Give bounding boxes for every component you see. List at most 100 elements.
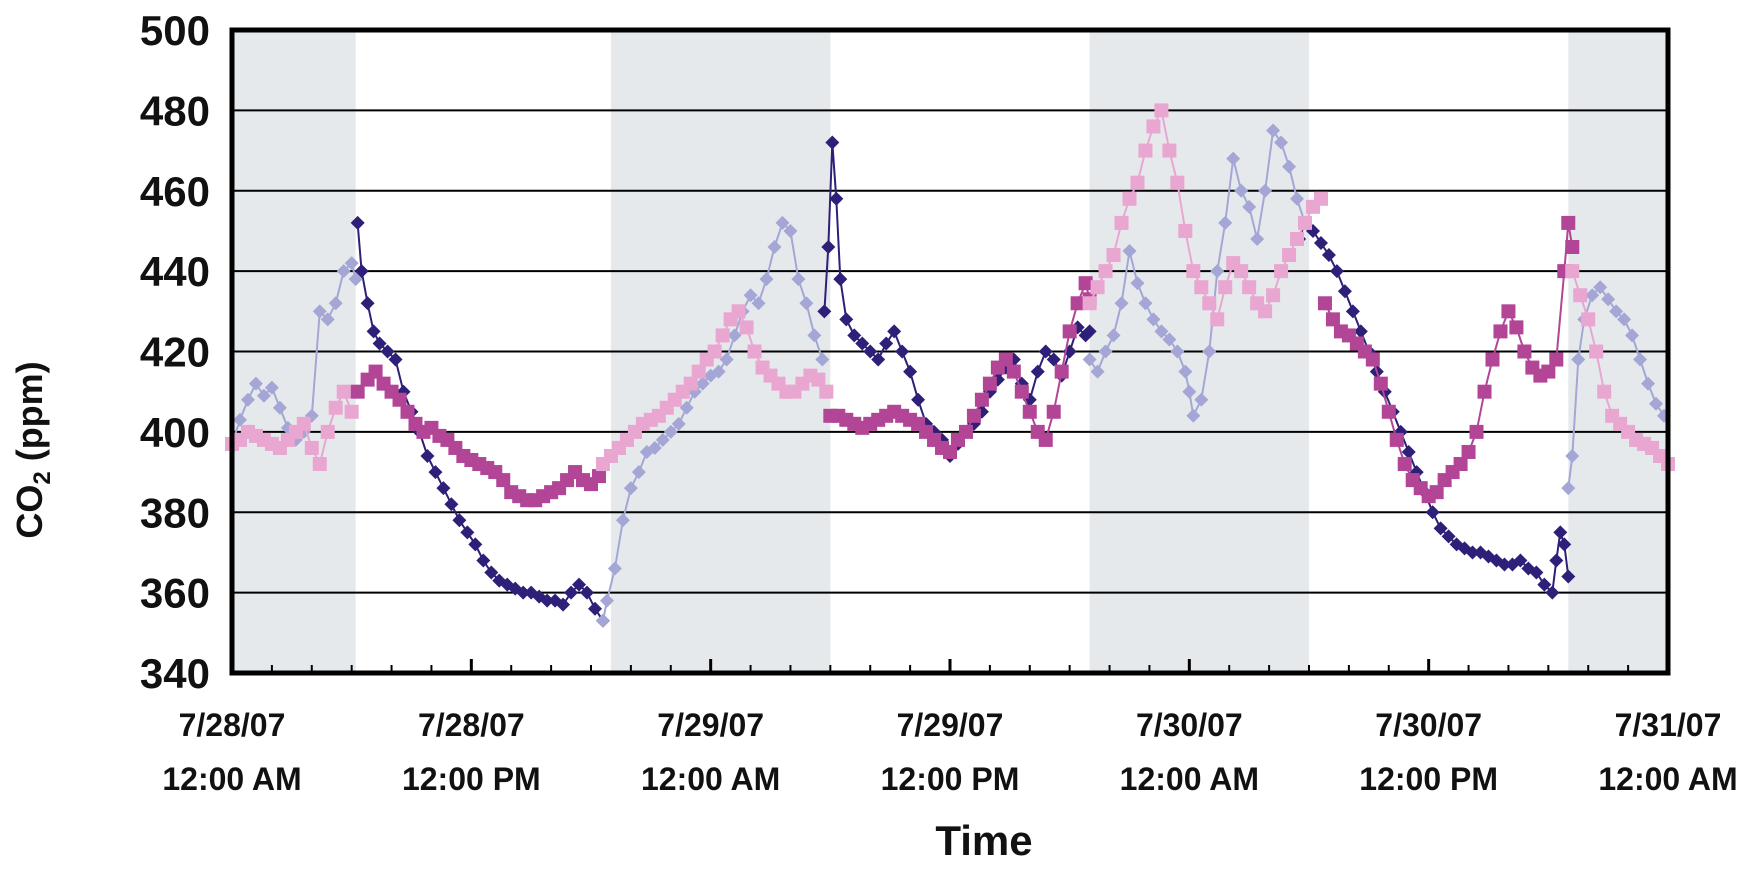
point-light_purple-43 [799, 296, 814, 311]
point-dark_purple-2 [360, 296, 375, 311]
point-dark_purple-10 [420, 448, 435, 463]
point-dark_purple-73 [1313, 235, 1328, 250]
point-dark_purple-31 [587, 601, 602, 616]
point-pink-56 [1170, 175, 1185, 190]
point-dark_purple-18 [484, 565, 499, 580]
point-light_purple-59 [1182, 384, 1197, 399]
point-pink-67 [1258, 304, 1273, 319]
point-magenta-51 [982, 376, 997, 391]
point-magenta-74 [1389, 432, 1404, 447]
point-light_purple-4 [256, 388, 271, 403]
point-pink-77 [1581, 312, 1596, 327]
point-dark_purple-11 [428, 465, 443, 480]
point-dark_purple-45 [895, 344, 910, 359]
point-pink-30 [707, 344, 722, 359]
point-magenta-59 [1046, 404, 1061, 419]
point-dark_purple-101 [1537, 577, 1552, 592]
point-magenta-84 [1469, 424, 1484, 439]
point-pink-27 [683, 376, 698, 391]
point-pink-58 [1186, 264, 1201, 279]
point-pink-64 [1234, 264, 1249, 279]
data-series [225, 103, 1675, 628]
point-light_purple-52 [1130, 276, 1145, 291]
point-pink-12 [320, 424, 335, 439]
point-dark_purple-1 [354, 264, 369, 279]
point-magenta-86 [1485, 352, 1500, 367]
point-light_purple-76 [1565, 448, 1580, 463]
point-pink-61 [1210, 312, 1225, 327]
point-light_purple-33 [719, 352, 734, 367]
y-axis-title-main: CO [9, 485, 50, 539]
point-dark_purple-103 [1549, 553, 1564, 568]
point-pink-43 [811, 372, 826, 387]
point-pink-60 [1202, 296, 1217, 311]
point-light_purple-54 [1146, 312, 1161, 327]
point-light_purple-75 [1561, 481, 1576, 496]
point-pink-52 [1138, 143, 1153, 158]
x-tick-labels: 7/28/07 12:00 AM 7/28/07 12:00 PM 7/29/07 12:… [162, 707, 1737, 797]
point-light_purple-70 [1266, 123, 1281, 138]
point-dark_purple-29 [572, 577, 587, 592]
point-pink-78 [1589, 344, 1604, 359]
point-dark_purple-44 [887, 324, 902, 339]
point-magenta-30 [591, 469, 606, 484]
point-pink-11 [312, 457, 327, 472]
point-light_purple-12 [320, 312, 335, 327]
point-magenta-93 [1541, 364, 1556, 379]
x-tick-label-time-6: 12:00 AM [1598, 761, 1737, 797]
point-light_purple-34 [727, 328, 742, 343]
point-dark_purple-88 [1433, 521, 1448, 536]
point-dark_purple-64 [1046, 352, 1061, 367]
point-light_purple-14 [336, 264, 351, 279]
x-tick-label-date-6: 7/31/07 [1615, 707, 1722, 743]
point-dark_purple-105 [1557, 537, 1572, 552]
point-magenta-58 [1038, 432, 1053, 447]
point-pink-53 [1146, 119, 1161, 134]
point-light_purple-3 [248, 376, 263, 391]
point-magenta-0 [350, 384, 365, 399]
point-light_purple-39 [767, 240, 782, 255]
point-dark_purple-78 [1353, 324, 1368, 339]
point-dark_purple-17 [476, 553, 491, 568]
point-dark_purple-46 [903, 364, 918, 379]
point-light_purple-79 [1585, 288, 1600, 303]
point-pink-44 [819, 384, 834, 399]
point-magenta-72 [1373, 376, 1388, 391]
point-light_purple-19 [607, 561, 622, 576]
point-dark_purple-35 [825, 135, 840, 150]
point-light_purple-16 [348, 272, 363, 287]
point-dark_purple-102 [1545, 585, 1560, 600]
point-pink-31 [715, 328, 730, 343]
point-dark_purple-89 [1441, 529, 1456, 544]
point-magenta-90 [1517, 344, 1532, 359]
point-light_purple-48 [1098, 344, 1113, 359]
x-tick-label-time-4: 12:00 AM [1120, 761, 1259, 797]
point-pink-28 [691, 364, 706, 379]
point-magenta-66 [1325, 312, 1340, 327]
point-dark_purple-43 [879, 336, 894, 351]
point-dark_purple-96 [1497, 557, 1512, 572]
point-pink-57 [1178, 223, 1193, 238]
point-magenta-18 [496, 473, 511, 488]
point-dark_purple-41 [863, 344, 878, 359]
point-pink-69 [1274, 264, 1289, 279]
point-pink-48 [1106, 248, 1121, 263]
point-light_purple-64 [1218, 215, 1233, 230]
point-light_purple-44 [807, 328, 822, 343]
x-tick-label-date-1: 7/28/07 [418, 707, 525, 743]
x-tick-label-date-2: 7/29/07 [657, 707, 764, 743]
point-light_purple-20 [615, 513, 630, 528]
point-magenta-97 [1565, 240, 1580, 255]
point-light_purple-30 [695, 376, 710, 391]
y-tick-label-440: 440 [140, 248, 210, 295]
point-light_purple-5 [264, 380, 279, 395]
point-light_purple-86 [1641, 376, 1656, 391]
point-dark_purple-62 [1030, 364, 1045, 379]
point-pink-68 [1266, 288, 1281, 303]
point-pink-70 [1282, 248, 1297, 263]
point-light_purple-87 [1649, 396, 1664, 411]
point-pink-46 [1090, 280, 1105, 295]
point-light_purple-61 [1194, 392, 1209, 407]
x-tick-label-time-3: 12:00 PM [881, 761, 1020, 797]
